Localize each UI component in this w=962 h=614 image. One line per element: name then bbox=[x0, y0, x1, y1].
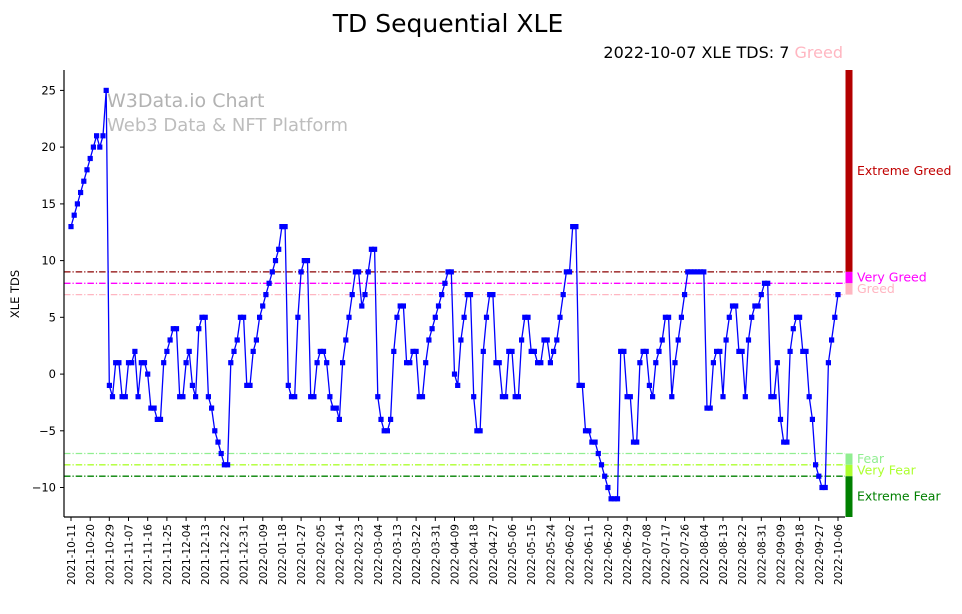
axes-spines bbox=[63, 70, 845, 518]
svg-text:2022-09-09: 2022-09-09 bbox=[776, 524, 788, 585]
svg-text:0: 0 bbox=[49, 367, 56, 381]
svg-text:−10: −10 bbox=[32, 481, 56, 495]
svg-text:Greed: Greed bbox=[857, 281, 895, 296]
annotation-status: Greed bbox=[795, 43, 843, 62]
svg-text:2022-09-18: 2022-09-18 bbox=[795, 524, 807, 585]
chart-title: TD Sequential XLE bbox=[332, 9, 563, 38]
svg-text:2022-05-24: 2022-05-24 bbox=[545, 524, 557, 585]
svg-text:2022-10-06: 2022-10-06 bbox=[833, 524, 845, 585]
annotation: 2022-10-07 XLE TDS: 7 Greed bbox=[603, 43, 843, 62]
y-axis-ticks: 25 20 15 10 5 0 −5 −10 bbox=[32, 83, 64, 495]
svg-text:2022-05-06: 2022-05-06 bbox=[507, 524, 519, 585]
svg-text:2022-03-13: 2022-03-13 bbox=[392, 524, 404, 585]
svg-text:2022-08-13: 2022-08-13 bbox=[718, 524, 730, 585]
tds-markers bbox=[68, 87, 841, 502]
svg-text:Very Greed: Very Greed bbox=[857, 270, 927, 285]
svg-text:2021-10-29: 2021-10-29 bbox=[104, 524, 116, 585]
svg-text:20: 20 bbox=[41, 140, 56, 154]
svg-text:2022-03-22: 2022-03-22 bbox=[411, 524, 423, 585]
watermark-line2: Web3 Data & NFT Platform bbox=[107, 115, 348, 136]
svg-text:Extreme Greed: Extreme Greed bbox=[857, 163, 951, 178]
y-axis-label: XLE TDS bbox=[8, 270, 22, 318]
svg-text:2022-07-26: 2022-07-26 bbox=[680, 524, 692, 585]
svg-text:2022-08-04: 2022-08-04 bbox=[699, 524, 711, 585]
svg-text:2022-06-20: 2022-06-20 bbox=[603, 524, 615, 585]
svg-text:2022-07-17: 2022-07-17 bbox=[660, 524, 672, 585]
svg-text:2022-01-27: 2022-01-27 bbox=[296, 524, 308, 585]
svg-text:2022-06-02: 2022-06-02 bbox=[565, 524, 577, 585]
threshold-lines bbox=[64, 271, 845, 477]
svg-text:2022-01-18: 2022-01-18 bbox=[277, 524, 289, 585]
svg-text:2022-06-11: 2022-06-11 bbox=[584, 524, 596, 585]
svg-text:2021-12-22: 2021-12-22 bbox=[219, 524, 231, 585]
svg-text:2022-03-04: 2022-03-04 bbox=[373, 524, 385, 585]
svg-text:−5: −5 bbox=[39, 424, 56, 438]
svg-text:2022-04-09: 2022-04-09 bbox=[450, 524, 462, 585]
svg-text:2022-03-31: 2022-03-31 bbox=[430, 524, 442, 585]
svg-text:15: 15 bbox=[41, 197, 56, 211]
svg-text:2021-11-25: 2021-11-25 bbox=[162, 524, 174, 585]
svg-text:2021-10-20: 2021-10-20 bbox=[85, 524, 97, 585]
svg-text:Extreme Fear: Extreme Fear bbox=[857, 489, 941, 504]
svg-text:2021-12-13: 2021-12-13 bbox=[200, 524, 212, 585]
svg-text:2022-01-09: 2022-01-09 bbox=[258, 524, 270, 585]
svg-text:2022-04-18: 2022-04-18 bbox=[469, 524, 481, 585]
svg-text:2022-08-22: 2022-08-22 bbox=[737, 524, 749, 585]
svg-text:2021-12-04: 2021-12-04 bbox=[181, 524, 193, 585]
svg-text:2022-06-29: 2022-06-29 bbox=[622, 524, 634, 585]
svg-text:25: 25 bbox=[41, 83, 56, 97]
svg-text:10: 10 bbox=[41, 254, 56, 268]
svg-text:2021-10-11: 2021-10-11 bbox=[66, 524, 78, 585]
svg-text:2022-05-15: 2022-05-15 bbox=[526, 524, 538, 585]
svg-text:2021-11-16: 2021-11-16 bbox=[143, 524, 155, 585]
svg-text:2022-02-05: 2022-02-05 bbox=[315, 524, 327, 585]
svg-text:2022-08-31: 2022-08-31 bbox=[756, 524, 768, 585]
x-axis-ticks: 2021-10-11 2021-10-20 2021-10-29 2021-11-07… bbox=[66, 517, 845, 585]
svg-text:Fear: Fear bbox=[857, 451, 885, 466]
svg-text:2022-07-08: 2022-07-08 bbox=[641, 524, 653, 585]
svg-text:Very Fear: Very Fear bbox=[857, 463, 917, 478]
annotation-reading-text: 2022-10-07 XLE TDS: 7 bbox=[603, 43, 794, 62]
svg-text:2022-04-27: 2022-04-27 bbox=[488, 524, 500, 585]
svg-text:2022-09-27: 2022-09-27 bbox=[814, 524, 826, 585]
svg-text:2022-02-14: 2022-02-14 bbox=[334, 524, 346, 585]
svg-text:2021-12-31: 2021-12-31 bbox=[239, 524, 251, 585]
svg-text:5: 5 bbox=[49, 310, 56, 324]
svg-text:2021-11-07: 2021-11-07 bbox=[124, 524, 136, 585]
svg-text:2022-02-23: 2022-02-23 bbox=[354, 524, 366, 585]
watermark-line1: W3Data.io Chart bbox=[107, 90, 264, 112]
